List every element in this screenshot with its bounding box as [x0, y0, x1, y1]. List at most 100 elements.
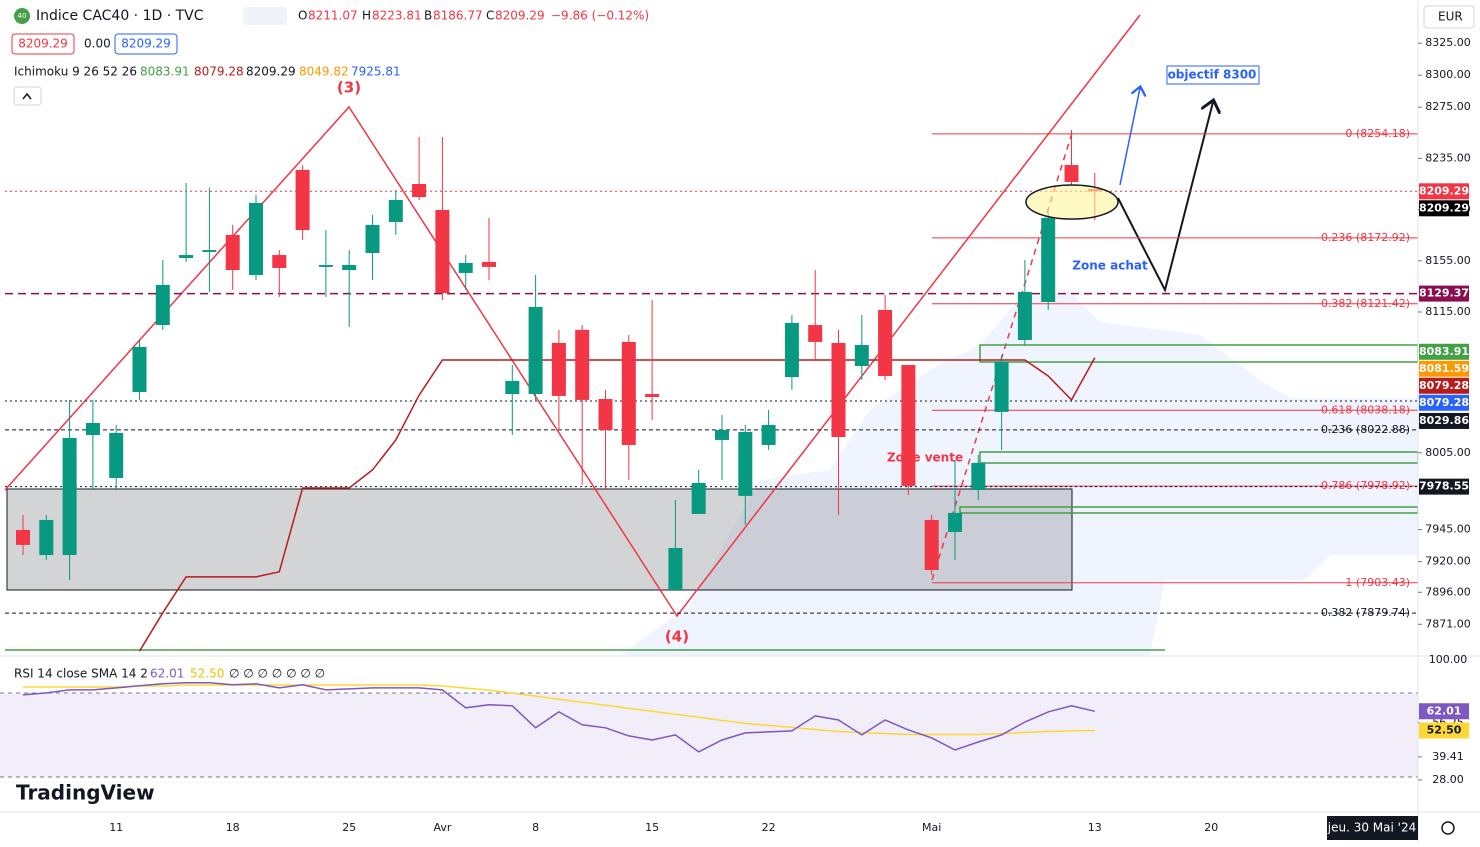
green-zone: [979, 451, 1418, 464]
forecast-path: [1117, 102, 1213, 293]
candle-body: [691, 482, 706, 514]
x-tick-label: Avr: [433, 821, 451, 834]
x-tick-label: Mai: [922, 821, 941, 834]
candle-body: [225, 234, 240, 270]
symbol-title: Indice CAC40 · 1D · TVC: [36, 8, 204, 24]
buy-box[interactable]: [114, 33, 178, 55]
candle-body: [109, 432, 124, 478]
annotation: (4): [665, 628, 689, 646]
candle-body: [202, 250, 217, 252]
y-tick-label: 8235.00: [1425, 151, 1471, 164]
y-tick-label: 7920.00: [1425, 555, 1471, 568]
candle-body: [39, 519, 54, 556]
candle-body: [1017, 292, 1032, 341]
spread: 0.00: [84, 37, 111, 51]
ohlc-low: 8186.77: [433, 9, 483, 23]
x-tick-label: 20: [1204, 821, 1218, 834]
rsi-pane: [0, 682, 1418, 778]
kijun-line: [138, 357, 1096, 652]
currency-button[interactable]: [1423, 5, 1475, 29]
fib-label: 0.786 (7978.92): [1321, 479, 1410, 492]
candle-body: [388, 199, 403, 223]
fib-label: 0.236 (8022.88): [1321, 423, 1410, 436]
elliott-wave: [4, 14, 1141, 618]
price-label-box: [1419, 394, 1469, 411]
fib-label: 0.382 (8121.42): [1321, 297, 1410, 310]
rsi-value-box: [1419, 703, 1469, 720]
y-tick-label: 8005.00: [1425, 446, 1471, 459]
fib-label: 0.618 (8038.18): [1321, 403, 1410, 416]
rsi-top-label: 100.00: [1429, 653, 1468, 666]
logo-text: 40: [18, 12, 27, 20]
candle-body: [272, 255, 287, 268]
candle-body: [482, 261, 496, 267]
candle-body: [505, 380, 520, 395]
sell-price: 8209.29: [18, 37, 68, 51]
candle-body: [85, 422, 100, 435]
price-label: 8129.37: [1419, 287, 1469, 300]
candle-body: [738, 431, 753, 496]
price-label-box: [1419, 377, 1469, 394]
rsi-tick-label: 28.00: [1432, 773, 1464, 786]
candle-body: [435, 209, 450, 294]
candle-body: [645, 394, 660, 397]
candle-body: [342, 265, 357, 270]
collapse-button[interactable]: [13, 86, 42, 106]
price-label: 8081.59: [1419, 362, 1469, 375]
x-tick-label: 25: [342, 821, 356, 834]
candle-body: [412, 183, 427, 198]
green-zone: [959, 506, 1418, 514]
highlight-ellipse: [1025, 184, 1119, 220]
currency: EUR: [1438, 10, 1463, 24]
candle-body: [715, 429, 729, 440]
ichimoku-value: 7925.81: [351, 65, 401, 79]
crosshair-date: jeu. 30 Mai '24: [1327, 821, 1416, 835]
forecast-arrow: [1119, 88, 1140, 186]
candle-body: [155, 284, 170, 326]
price-label-box: [1419, 343, 1469, 360]
price-label: 8083.91: [1419, 345, 1469, 358]
candle-body: [528, 306, 543, 395]
candle-body: [621, 341, 636, 445]
ohlc-key: H: [362, 9, 371, 23]
price-label-box: [1419, 183, 1469, 200]
annotation: (3): [337, 79, 361, 97]
price-label-box: [1419, 285, 1469, 302]
x-tick-label: 11: [109, 821, 123, 834]
x-tick-label: 18: [226, 821, 240, 834]
candle-body: [295, 169, 310, 231]
y-tick-label: 7871.00: [1425, 617, 1471, 630]
symbol-logo: [14, 8, 30, 24]
y-tick-label: 8155.00: [1425, 254, 1471, 267]
rsi-sma-value: 52.50: [190, 667, 224, 681]
y-tick-label: 8325.00: [1425, 36, 1471, 49]
compare-button[interactable]: [243, 7, 287, 25]
rsi-value: 62.01: [150, 667, 184, 681]
x-tick-label: 8: [532, 821, 539, 834]
brand: TradingView: [16, 781, 155, 805]
overlay: 40 Indice CAC40 · 1D · TVC O 8211.07 H 8…: [11, 5, 1475, 840]
buy-price: 8209.29: [121, 37, 171, 51]
candle-body: [831, 342, 846, 438]
candle-body: [458, 262, 473, 273]
ichimoku-value: 8209.29: [246, 65, 296, 79]
settings-button[interactable]: [1441, 821, 1455, 835]
candle-body: [318, 265, 333, 267]
x-tick-label: 15: [645, 821, 659, 834]
rsi-tick-label: 39.41: [1432, 750, 1464, 763]
sell-box[interactable]: [11, 33, 75, 55]
candle-body: [62, 437, 77, 556]
candle-body: [16, 529, 30, 545]
y-tick-label: 8275.00: [1425, 100, 1471, 113]
y-tick-label: 8300.00: [1425, 68, 1471, 81]
candle-body: [971, 462, 986, 491]
candle-body: [901, 364, 916, 486]
fib-label: 0 (8254.18): [1345, 127, 1410, 140]
ichimoku-value: 8079.28: [194, 65, 244, 79]
ohlc-high: 8223.81: [372, 9, 422, 23]
rsi-band: [0, 693, 1418, 777]
crosshair-date-box: [1327, 816, 1418, 840]
indicator-name: Ichimoku 9 26 52 26: [14, 65, 137, 79]
candle-body: [1041, 218, 1056, 302]
